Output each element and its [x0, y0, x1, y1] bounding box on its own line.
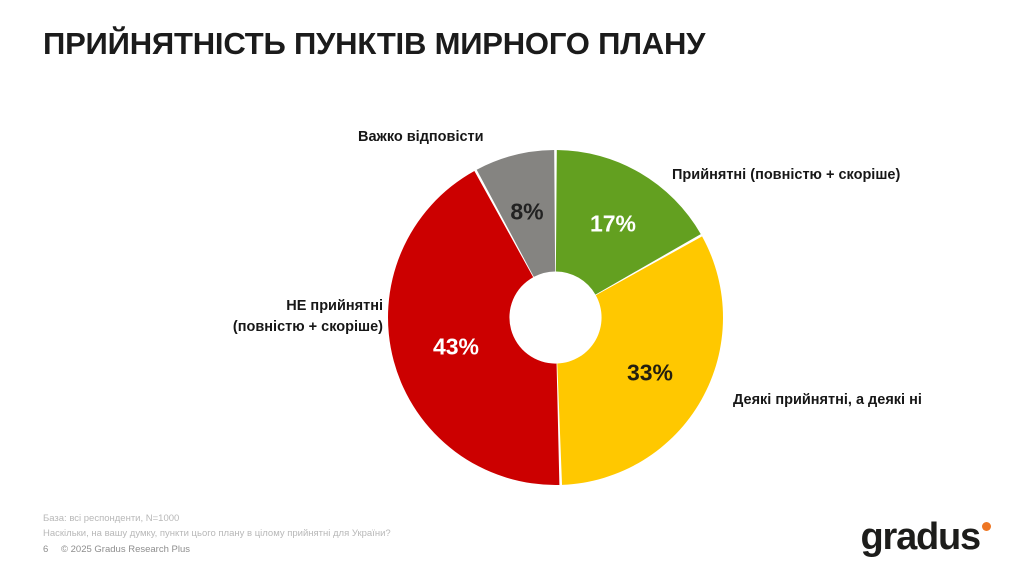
footer-copyright: 6 © 2025 Gradus Research Plus	[43, 543, 391, 558]
donut-slice-hard-to-say	[476, 150, 556, 277]
page-number: 6	[43, 544, 49, 556]
slice-value-not-acceptable: 43%	[432, 333, 480, 360]
donut-slice-acceptable	[555, 150, 701, 295]
slice-label-not-acceptable: НЕ прийнятні (повністю + скоріше)	[203, 296, 383, 338]
gradus-logo-text: gradus	[860, 516, 982, 558]
slice-label-not-acceptable-line1: НЕ прийнятні	[286, 298, 383, 314]
gradus-logo: gradus	[860, 516, 991, 558]
donut-slice-mixed	[557, 236, 723, 485]
donut-slice-not-acceptable	[388, 170, 560, 485]
page-title: ПРИЙНЯТНІСТЬ ПУНКТІВ МИРНОГО ПЛАНУ	[43, 26, 706, 61]
slice-label-mixed: Деякі прийнятні, а деякі ні	[733, 392, 922, 408]
slice-value-acceptable: 17%	[589, 210, 637, 237]
slice-label-hard-to-say: Важко відповісти	[358, 129, 484, 145]
footer: База: всі респонденти, N=1000 Наскільки,…	[43, 512, 391, 558]
slice-value-hard-to-say: 8%	[510, 198, 544, 225]
copyright-text: © 2025 Gradus Research Plus	[61, 544, 190, 556]
slice-value-mixed: 33%	[626, 359, 674, 386]
slice-label-acceptable: Прийнятні (повністю + скоріше)	[672, 167, 901, 183]
footer-question: Наскільки, на вашу думку, пункти цього п…	[43, 527, 391, 539]
slice-label-not-acceptable-line2: (повністю + скоріше)	[232, 319, 383, 336]
footer-base-note: База: всі респонденти, N=1000	[43, 512, 180, 524]
gradus-logo-dot-icon	[982, 522, 991, 531]
